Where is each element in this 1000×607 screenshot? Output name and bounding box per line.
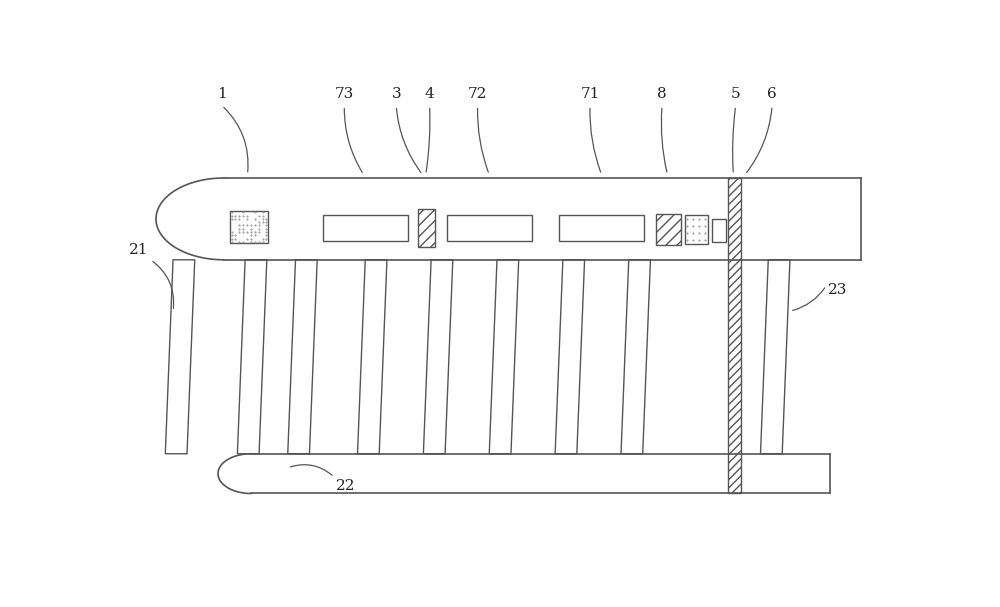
Text: 4: 4 (425, 87, 434, 101)
Text: 23: 23 (828, 283, 848, 297)
Polygon shape (358, 260, 387, 454)
Text: 8: 8 (657, 87, 667, 101)
Bar (685, 215, 708, 244)
Text: 5: 5 (731, 87, 741, 101)
Polygon shape (288, 260, 317, 454)
Bar (728, 178, 741, 493)
Text: 1: 1 (217, 87, 227, 101)
Text: 21: 21 (129, 243, 149, 257)
Bar (712, 219, 726, 242)
Text: 22: 22 (336, 480, 356, 493)
Polygon shape (165, 260, 195, 454)
Polygon shape (555, 260, 585, 454)
Polygon shape (489, 260, 519, 454)
Bar (656, 214, 681, 245)
Text: 6: 6 (767, 87, 777, 101)
Text: 3: 3 (391, 87, 401, 101)
Polygon shape (423, 260, 453, 454)
Bar (230, 211, 268, 243)
Text: 71: 71 (580, 87, 600, 101)
Polygon shape (237, 260, 267, 454)
Bar (323, 215, 408, 241)
Text: 72: 72 (468, 87, 487, 101)
Bar (447, 215, 532, 241)
Bar (559, 215, 644, 241)
Text: 73: 73 (335, 87, 354, 101)
Polygon shape (761, 260, 790, 454)
Bar (418, 209, 435, 246)
Polygon shape (621, 260, 650, 454)
